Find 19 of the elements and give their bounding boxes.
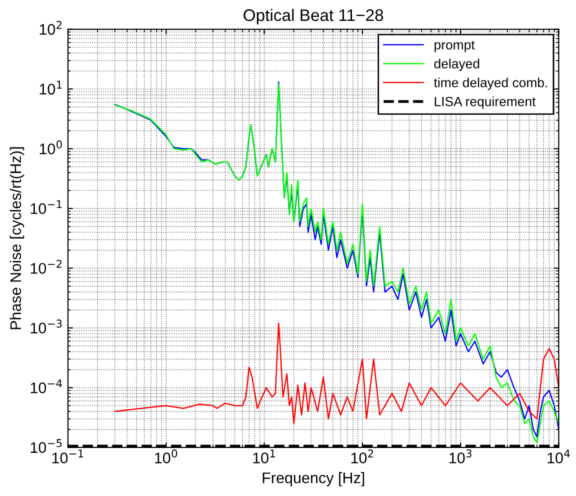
y-tick-label: 10$^{−1}$ (30, 200, 62, 214)
x-tick-label: 10$^{2}$ (351, 449, 374, 464)
chart-title: Optical Beat 11−28 (244, 8, 384, 24)
y-tick-label: 10$^{−4}$ (30, 379, 62, 394)
x-tick-label: 10$^{3}$ (450, 449, 472, 464)
y-tick-label: 10$^{0}$ (40, 140, 62, 154)
y-tick-label: 10$^{−2}$ (30, 260, 62, 274)
x-tick-label: 10$^{0}$ (155, 449, 178, 464)
legend-label: prompt (434, 40, 475, 52)
x-tick-label: 10$^{4}$ (548, 450, 570, 464)
x-axis-title: Frequency [Hz] (262, 472, 364, 486)
y-tick-label: 10$^{1}$ (40, 80, 62, 95)
legend-label: time delayed comb. (434, 78, 547, 90)
legend-label: LISA requirement (434, 96, 536, 109)
y-tick-label: 10$^{2}$ (40, 20, 62, 35)
y-tick-label: 10$^{−3}$ (30, 320, 62, 334)
x-tick-label: 10$^{1}$ (253, 450, 276, 464)
legend-label: delayed (434, 58, 480, 72)
y-axis-title: Phase Noise [cycles/rt(Hz)] (10, 147, 24, 330)
